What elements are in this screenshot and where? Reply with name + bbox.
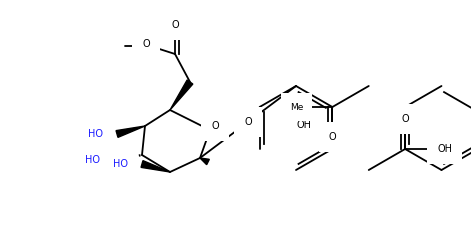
- Text: HO: HO: [113, 159, 128, 169]
- Text: HO: HO: [85, 155, 100, 165]
- Polygon shape: [116, 126, 145, 137]
- Text: O: O: [142, 39, 150, 49]
- Text: O: O: [211, 121, 219, 131]
- Text: O: O: [401, 114, 409, 124]
- Text: HO: HO: [88, 129, 103, 139]
- Text: O: O: [244, 117, 252, 127]
- Text: OH: OH: [437, 144, 452, 154]
- Text: Me: Me: [290, 102, 303, 111]
- Text: OH: OH: [297, 120, 312, 130]
- Polygon shape: [141, 161, 170, 172]
- Polygon shape: [170, 80, 193, 110]
- Text: O: O: [171, 20, 179, 30]
- Text: O: O: [329, 132, 336, 142]
- Polygon shape: [200, 158, 209, 165]
